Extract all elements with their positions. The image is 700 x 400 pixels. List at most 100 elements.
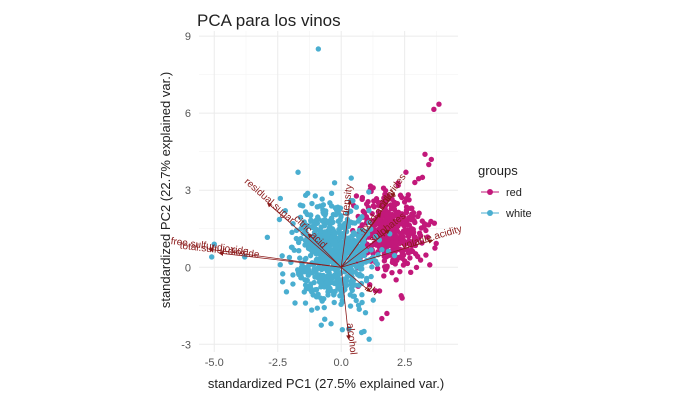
y-axis-ticks: -3 0 3 6 9 bbox=[181, 31, 191, 351]
point-red bbox=[380, 185, 387, 191]
point-white bbox=[298, 265, 305, 271]
point-white bbox=[347, 208, 354, 214]
x-tick-label: -5.0 bbox=[205, 357, 224, 369]
point-white bbox=[321, 284, 328, 290]
point-red bbox=[379, 199, 385, 206]
point-white bbox=[326, 266, 333, 272]
point-white bbox=[335, 283, 341, 289]
point-white bbox=[361, 328, 367, 335]
point-red bbox=[415, 213, 421, 220]
point-red bbox=[359, 194, 366, 201]
point-white bbox=[321, 304, 327, 311]
point-white bbox=[318, 322, 324, 328]
point-white bbox=[320, 207, 326, 213]
point-white bbox=[283, 289, 290, 295]
point-red bbox=[389, 223, 395, 229]
loading-arrow bbox=[208, 247, 342, 268]
point-white bbox=[369, 264, 375, 270]
point-white bbox=[348, 175, 354, 181]
point-red bbox=[393, 236, 399, 242]
point-red bbox=[428, 156, 435, 163]
point-red bbox=[431, 106, 437, 113]
point-red bbox=[381, 273, 387, 279]
point-white bbox=[348, 248, 355, 254]
point-white bbox=[362, 309, 369, 316]
point-white bbox=[319, 196, 325, 202]
point-white bbox=[361, 238, 367, 245]
point-white bbox=[309, 200, 315, 207]
chart-title: PCA para los vinos bbox=[197, 11, 341, 30]
point-red bbox=[384, 310, 390, 317]
point-white bbox=[307, 212, 314, 219]
point-white bbox=[333, 253, 340, 259]
point-white bbox=[302, 209, 309, 215]
point-white bbox=[337, 222, 343, 229]
point-white bbox=[350, 293, 356, 299]
point-white bbox=[298, 225, 304, 232]
point-red bbox=[372, 288, 379, 294]
point-white bbox=[318, 295, 324, 301]
point-white bbox=[327, 287, 334, 294]
point-white bbox=[366, 189, 372, 195]
point-white bbox=[326, 271, 332, 278]
point-white bbox=[339, 299, 346, 305]
point-white bbox=[326, 225, 333, 232]
point-white bbox=[356, 227, 363, 234]
point-white bbox=[370, 297, 376, 303]
point-white bbox=[276, 216, 283, 223]
point-white bbox=[286, 254, 293, 261]
point-white bbox=[338, 277, 345, 284]
grid bbox=[199, 31, 458, 352]
point-red bbox=[395, 180, 401, 186]
loading-arrow bbox=[340, 267, 351, 340]
x-tick-label: 0.0 bbox=[334, 357, 349, 369]
point-red bbox=[419, 240, 425, 246]
point-white bbox=[356, 233, 362, 239]
point-white bbox=[374, 261, 381, 267]
point-white bbox=[289, 229, 295, 236]
point-white bbox=[315, 265, 321, 271]
point-white bbox=[347, 303, 354, 309]
point-red bbox=[405, 192, 411, 198]
point-white bbox=[326, 218, 332, 224]
point-red bbox=[375, 199, 381, 205]
point-red bbox=[403, 169, 409, 175]
point-white bbox=[363, 277, 370, 284]
point-white bbox=[348, 271, 354, 278]
point-white bbox=[307, 252, 314, 259]
legend-label-red: red bbox=[506, 187, 522, 199]
point-red bbox=[403, 204, 410, 210]
point-white bbox=[301, 219, 307, 225]
point-red bbox=[421, 223, 427, 229]
point-white bbox=[297, 255, 303, 261]
point-white bbox=[302, 256, 308, 263]
point-red bbox=[372, 222, 378, 229]
legend: groups red white bbox=[478, 163, 532, 220]
point-white bbox=[351, 240, 357, 246]
point-white bbox=[320, 257, 327, 264]
point-white bbox=[322, 316, 328, 322]
loading-arrow bbox=[266, 202, 342, 268]
point-red bbox=[371, 204, 377, 210]
point-white bbox=[366, 336, 372, 342]
point-white bbox=[339, 326, 346, 333]
point-white bbox=[306, 270, 313, 276]
point-red bbox=[412, 219, 418, 226]
point-red bbox=[360, 208, 366, 214]
point-white bbox=[352, 269, 358, 275]
point-white bbox=[308, 307, 315, 313]
loading-arrow bbox=[307, 233, 342, 268]
point-white bbox=[323, 245, 329, 252]
point-white bbox=[366, 219, 372, 226]
point-white bbox=[356, 306, 362, 312]
point-white bbox=[348, 282, 354, 288]
point-white bbox=[331, 299, 337, 306]
point-white bbox=[208, 254, 215, 260]
point-white bbox=[349, 233, 355, 239]
point-red bbox=[408, 269, 414, 276]
point-white bbox=[313, 294, 320, 300]
loading-label: pH bbox=[364, 281, 381, 298]
point-red bbox=[399, 238, 405, 245]
data-points bbox=[208, 46, 442, 342]
